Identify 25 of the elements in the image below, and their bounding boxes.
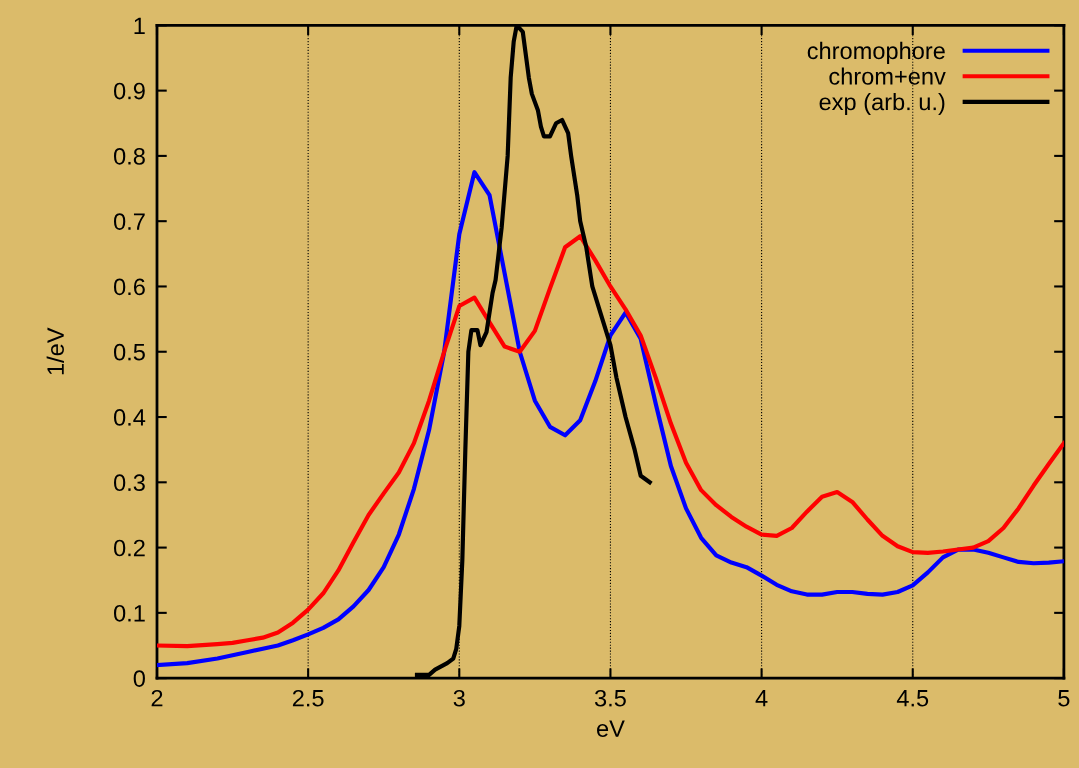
y-tick-label: 0.1 <box>113 604 145 622</box>
legend-label: exp (arb. u.) <box>819 92 945 115</box>
x-tick-label: 5 <box>1058 690 1070 707</box>
x-tick-label: 4 <box>755 690 768 707</box>
y-tick-label: 0 <box>133 670 145 687</box>
line-series <box>156 170 1064 668</box>
legend-label: chrom+env <box>829 67 946 85</box>
y-tick-label: 0.5 <box>113 343 145 361</box>
legend-label: chromophore <box>807 41 945 64</box>
x-tick-label: 4.5 <box>896 690 929 707</box>
y-tick-label: 0.3 <box>113 474 145 492</box>
y-tick-label: 1 <box>134 17 145 34</box>
y-tick-label: 0.4 <box>113 409 146 426</box>
y-tick-label: 0.8 <box>113 147 145 165</box>
x-axis-title: eV <box>597 720 625 737</box>
y-axis-title: 1/eV <box>46 327 64 375</box>
y-tick-label: 0.9 <box>113 82 145 100</box>
y-tick-label: 0.7 <box>113 213 145 230</box>
y-tick-label: 0.6 <box>113 278 145 296</box>
x-tick-label: 2 <box>151 689 163 707</box>
y-tick-label: 0.2 <box>113 539 145 557</box>
x-tick-label: 3 <box>453 689 465 707</box>
x-tick-label: 2.5 <box>292 689 324 707</box>
line-series <box>156 234 1064 649</box>
x-tick-label: 3.5 <box>594 689 626 707</box>
